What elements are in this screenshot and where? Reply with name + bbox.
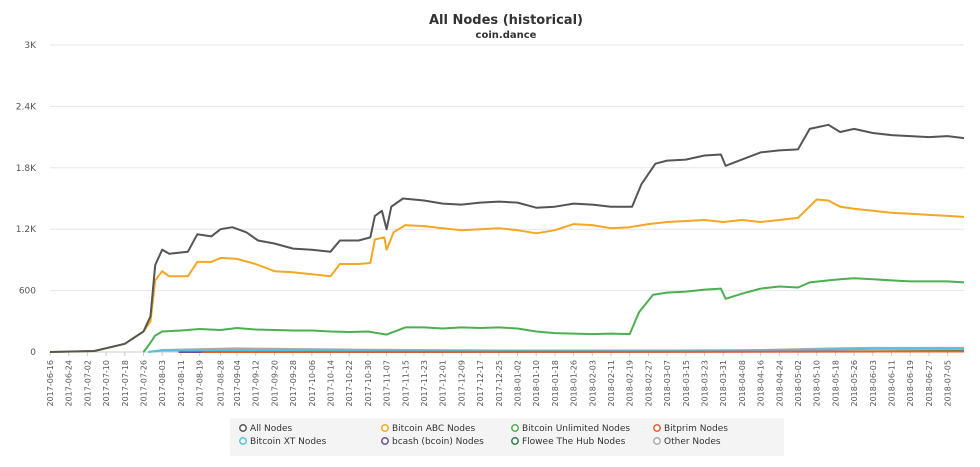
x-tick-label: 2017-11-15 — [401, 360, 410, 407]
x-tick-label: 2018-02-19 — [626, 360, 635, 407]
y-tick-label: 3K — [24, 41, 37, 51]
x-tick-label: 2017-07-02 — [83, 360, 92, 407]
x-tick-label: 2018-05-18 — [831, 360, 840, 407]
legend-label[interactable]: Bitprim Nodes — [664, 424, 728, 434]
legend-label[interactable]: All Nodes — [250, 424, 293, 434]
y-tick-label: 2.4K — [16, 102, 37, 112]
series-line-bitprim-nodes — [201, 350, 965, 353]
legend-label[interactable]: Flowee The Hub Nodes — [522, 437, 626, 447]
legend-background — [230, 418, 784, 456]
x-tick-label: 2017-10-14 — [327, 360, 336, 407]
x-tick-label: 2017-12-09 — [457, 360, 466, 407]
x-tick-label: 2018-05-10 — [813, 360, 822, 407]
series-line-bitcoin-unlimited-nodes — [142, 277, 965, 353]
x-tick-label: 2017-12-01 — [439, 360, 448, 407]
x-tick-label: 2018-06-27 — [925, 360, 934, 407]
x-tick-label: 2018-04-08 — [738, 360, 747, 407]
x-tick-label: 2018-06-11 — [888, 360, 897, 407]
legend: All Nodes Bitcoin ABC Nodes Bitcoin Unlimi… — [239, 424, 728, 447]
x-tick-label: 2018-04-16 — [757, 360, 766, 407]
legend-marker[interactable] — [239, 437, 247, 445]
x-tick-label: 2018-01-26 — [570, 360, 579, 407]
x-tick-label: 2017-06-24 — [65, 360, 74, 407]
x-tick-label: 2018-03-15 — [682, 360, 691, 407]
x-tick-label: 2018-03-23 — [701, 360, 710, 407]
legend-marker[interactable] — [381, 424, 389, 432]
legend-label[interactable]: Other Nodes — [664, 437, 721, 447]
legend-label[interactable]: Bitcoin ABC Nodes — [392, 424, 476, 434]
series-line-bitcoin-abc-nodes — [49, 198, 965, 353]
x-tick-label: 2018-02-11 — [607, 360, 616, 407]
y-tick-label: 600 — [19, 287, 36, 297]
legend-marker[interactable] — [653, 437, 661, 445]
x-tick-label: 2017-07-10 — [102, 360, 111, 407]
x-tick-label: 2017-12-17 — [476, 360, 485, 407]
legend-marker[interactable] — [511, 437, 519, 445]
x-tick-label: 2017-08-28 — [217, 360, 226, 407]
chart-title: All Nodes (historical) — [429, 13, 583, 28]
x-tick-label: 2017-08-19 — [196, 360, 205, 407]
x-tick-label: 2017-11-23 — [420, 360, 429, 407]
x-tick-label: 2017-10-06 — [308, 360, 317, 407]
legend-marker[interactable] — [653, 424, 661, 432]
x-tick-label: 2017-07-26 — [140, 360, 149, 407]
legend-marker[interactable] — [381, 437, 389, 445]
x-tick-label: 2018-06-03 — [869, 360, 878, 407]
chart-subtitle: coin.dance — [476, 30, 537, 41]
x-tick-label: 2018-04-24 — [775, 360, 784, 407]
x-tick-label: 2018-06-19 — [906, 360, 915, 407]
legend-marker[interactable] — [511, 424, 519, 432]
x-tick-label: 2018-01-02 — [514, 360, 523, 407]
x-tick-label: 2018-02-03 — [588, 360, 597, 407]
x-tick-label: 2017-07-18 — [121, 360, 130, 407]
x-tick-label: 2017-09-20 — [270, 360, 279, 407]
x-tick-label: 2018-05-26 — [850, 360, 859, 407]
x-tick-label: 2018-03-31 — [719, 360, 728, 407]
x-tick-label: 2017-10-22 — [345, 360, 354, 407]
series-line-all-nodes — [49, 123, 965, 353]
x-tick-label: 2018-01-10 — [532, 360, 541, 407]
x-tick-label: 2018-03-07 — [663, 360, 672, 407]
x-tick-label: 2018-01-18 — [551, 360, 560, 407]
x-tick-label: 2017-09-04 — [233, 360, 242, 407]
y-axis: 0 600 1.2K 1.8K 2.4K 3K — [16, 41, 37, 358]
legend-label[interactable]: bcash (bcoin) Nodes — [392, 437, 484, 447]
x-tick-label: 2017-06-16 — [46, 360, 55, 407]
plot-area — [49, 123, 965, 353]
x-tick-label: 2017-10-30 — [364, 360, 373, 407]
x-tick-label: 2018-02-27 — [644, 360, 653, 407]
x-tick-label: 2017-11-07 — [383, 360, 392, 407]
x-tick-label: 2017-12-25 — [495, 360, 504, 407]
gridlines — [50, 44, 964, 353]
legend-label[interactable]: Bitcoin XT Nodes — [250, 437, 327, 447]
legend-marker[interactable] — [239, 424, 247, 432]
x-tick-label: 2018-05-02 — [794, 360, 803, 407]
y-tick-label: 1.2K — [16, 225, 37, 235]
y-tick-label: 0 — [30, 348, 36, 358]
x-tick-label: 2017-09-28 — [289, 360, 298, 407]
x-tick-label: 2017-08-11 — [177, 360, 186, 407]
x-tick-label: 2017-09-12 — [252, 360, 261, 407]
x-axis: 2017-06-16 2017-06-24 2017-07-02 2017-07-10… — [46, 351, 964, 407]
x-tick-label: 2018-07-05 — [944, 360, 953, 407]
legend-label[interactable]: Bitcoin Unlimited Nodes — [522, 424, 630, 434]
y-tick-label: 1.8K — [16, 164, 37, 174]
x-tick-label: 2017-08-03 — [158, 360, 167, 407]
